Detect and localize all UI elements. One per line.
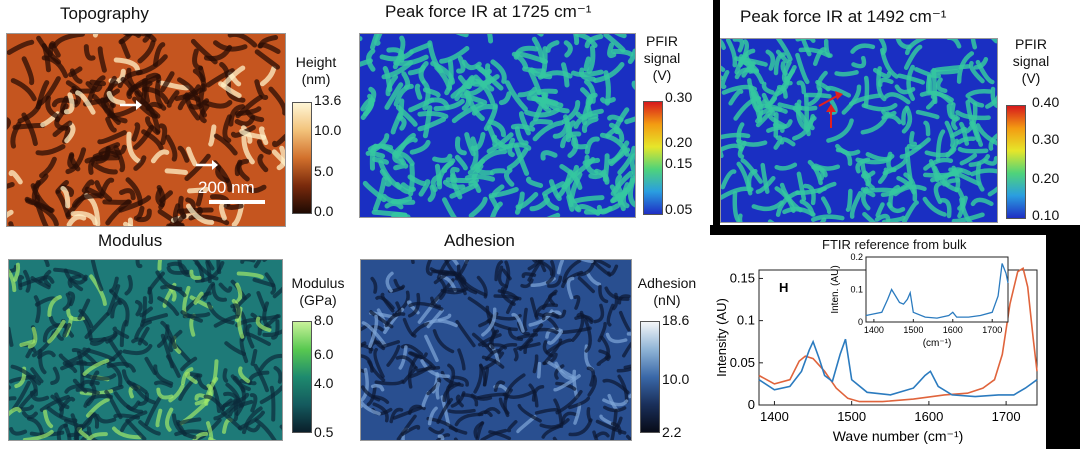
pfir1725-colorbar xyxy=(643,101,663,215)
topography-image xyxy=(6,33,286,227)
inset-y-tick-label: 0.2 xyxy=(850,252,863,262)
inset-x-tick-label: 1400 xyxy=(864,325,884,335)
inset-y-tick-label: 0.1 xyxy=(850,285,863,295)
modulus-colorbar-title: Modulus (GPa) xyxy=(291,275,345,308)
white-arrow-icon xyxy=(120,100,142,110)
adhesion-colorbar xyxy=(640,321,660,433)
inset-series-line xyxy=(865,263,1009,319)
pfir1492-colorbar-title: PFIR signal (V) xyxy=(1012,36,1050,86)
panel-letter: H xyxy=(779,280,788,295)
y-tick-label: 0.1 xyxy=(737,313,755,328)
colorbar-tick: 0.40 xyxy=(1032,94,1060,110)
colorbar-tick: 5.0 xyxy=(314,163,334,179)
y-tick-label: 0.05 xyxy=(730,355,755,370)
inset-x-tick-label: 1600 xyxy=(943,325,963,335)
scale-bar-label: 200 nm xyxy=(198,178,255,197)
colorbar-tick: 18.6 xyxy=(662,312,690,328)
colorbar-tick: 0.0 xyxy=(314,203,334,219)
height-colorbar xyxy=(292,102,312,214)
inset-frame xyxy=(865,256,1009,323)
colorbar-tick: 0.20 xyxy=(665,134,693,150)
colorbar-tick: 13.6 xyxy=(314,92,342,108)
colorbar-tick: 10.0 xyxy=(314,122,342,138)
ftir-chart-title: FTIR reference from bulk xyxy=(822,237,967,252)
red-arrow-icon xyxy=(818,91,843,128)
white-arrow-icon xyxy=(196,160,218,170)
divider-bar xyxy=(710,225,1080,235)
pfir1492-image xyxy=(720,38,998,223)
ftir-chart: 1400 1500 1600 1700 0 0.05 0.1 0.15 Wave number … xyxy=(714,252,1038,444)
adhesion-title: Adhesion xyxy=(444,231,515,250)
inset-y-axis-label: Inten. (AU) xyxy=(830,265,841,313)
divider-bar xyxy=(1046,225,1080,449)
adhesion-colorbar-title: Adhesion (nN) xyxy=(637,275,697,308)
series-line-blue xyxy=(758,338,1038,398)
colorbar-tick: 0.10 xyxy=(1032,207,1060,223)
colorbar-tick: 0.20 xyxy=(1032,170,1060,186)
pfir1725-title: Peak force IR at 1725 cm⁻¹ xyxy=(385,2,592,21)
scale-bar xyxy=(209,200,265,204)
y-tick-label: 0.15 xyxy=(730,270,755,285)
x-tick-label: 1400 xyxy=(760,409,789,424)
colorbar-tick: 0.5 xyxy=(314,424,334,440)
x-tick-label: 1500 xyxy=(837,409,866,424)
modulus-title: Modulus xyxy=(98,231,163,250)
inset-x-axis-label: (cm⁻¹) xyxy=(923,338,952,349)
adhesion-image xyxy=(360,259,632,441)
modulus-colorbar xyxy=(292,321,312,433)
colorbar-tick: 0.30 xyxy=(665,89,693,105)
pfir1492-colorbar xyxy=(1006,105,1026,219)
colorbar-tick: 0.15 xyxy=(665,155,693,171)
colorbar-tick: 0.30 xyxy=(1032,131,1060,147)
series-line-orange xyxy=(758,267,1038,403)
divider-bar xyxy=(713,0,720,225)
height-colorbar-title: Height (nm) xyxy=(295,54,337,87)
x-tick-label: 1700 xyxy=(992,409,1021,424)
x-tick-label: 1600 xyxy=(914,409,943,424)
colorbar-tick: 8.0 xyxy=(314,312,334,328)
colorbar-tick: 0.05 xyxy=(665,201,693,217)
inset-x-tick-label: 1700 xyxy=(982,325,1002,335)
x-axis-label: Wave number (cm⁻¹) xyxy=(833,428,964,444)
colorbar-tick: 6.0 xyxy=(314,346,334,362)
y-axis-label: Intensity (AU) xyxy=(714,298,729,377)
pfir1492-title: Peak force IR at 1492 cm⁻¹ xyxy=(740,7,947,26)
topography-title: Topography xyxy=(60,4,149,23)
pfir1725-colorbar-title: PFIR signal (V) xyxy=(643,33,681,83)
modulus-image xyxy=(8,259,283,441)
colorbar-tick: 2.2 xyxy=(662,424,682,440)
colorbar-tick: 4.0 xyxy=(314,375,334,391)
colorbar-tick: 10.0 xyxy=(662,371,690,387)
inset-y-tick-label: 0 xyxy=(858,317,863,327)
inset-x-tick-label: 1500 xyxy=(903,325,923,335)
pfir1725-image xyxy=(359,33,636,218)
y-tick-label: 0 xyxy=(748,397,755,412)
